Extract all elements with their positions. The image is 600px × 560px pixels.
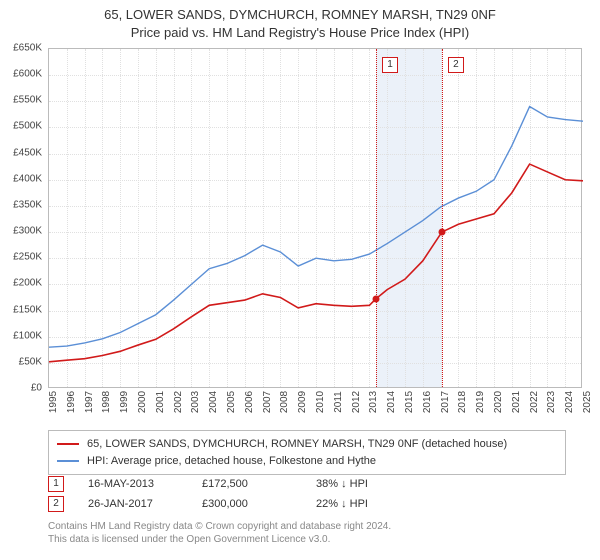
title-line-1: 65, LOWER SANDS, DYMCHURCH, ROMNEY MARSH… <box>0 6 600 24</box>
y-tick-label: £350K <box>0 199 42 210</box>
legend-swatch <box>57 460 79 462</box>
legend-row: HPI: Average price, detached house, Folk… <box>57 453 557 470</box>
y-tick-label: £300K <box>0 226 42 237</box>
chart-container: 65, LOWER SANDS, DYMCHURCH, ROMNEY MARSH… <box>0 0 600 560</box>
x-tick-label: 2017 <box>440 391 451 413</box>
x-tick-label: 2002 <box>173 391 184 413</box>
x-tick-label: 2021 <box>511 391 522 413</box>
x-tick-label: 1999 <box>119 391 130 413</box>
event-line <box>442 49 443 387</box>
legend-swatch <box>57 443 79 445</box>
footer-line-1: Contains HM Land Registry data © Crown c… <box>48 520 391 533</box>
x-tick-label: 1996 <box>66 391 77 413</box>
event-marker: 1 <box>382 57 398 73</box>
event-badge: 1 <box>48 476 64 492</box>
x-tick-label: 2023 <box>546 391 557 413</box>
plot-region: 12 <box>48 48 582 388</box>
y-tick-label: £200K <box>0 278 42 289</box>
x-tick-label: 2014 <box>386 391 397 413</box>
event-date: 16-MAY-2013 <box>88 478 178 490</box>
title-line-2: Price paid vs. HM Land Registry's House … <box>0 24 600 42</box>
x-tick-label: 2007 <box>262 391 273 413</box>
y-tick-label: £550K <box>0 95 42 106</box>
x-tick-label: 2025 <box>582 391 593 413</box>
event-dot <box>372 295 379 302</box>
x-tick-label: 2006 <box>244 391 255 413</box>
events-table: 1 16-MAY-2013 £172,500 38% ↓ HPI 2 26-JA… <box>48 474 406 514</box>
footer: Contains HM Land Registry data © Crown c… <box>48 520 391 546</box>
y-tick-label: £400K <box>0 173 42 184</box>
y-tick-label: £250K <box>0 252 42 263</box>
y-tick-label: £450K <box>0 147 42 158</box>
x-tick-label: 2000 <box>137 391 148 413</box>
y-tick-label: £600K <box>0 69 42 80</box>
x-tick-label: 2018 <box>457 391 468 413</box>
series-property <box>49 164 583 362</box>
footer-line-2: This data is licensed under the Open Gov… <box>48 533 391 546</box>
x-tick-label: 2004 <box>208 391 219 413</box>
legend: 65, LOWER SANDS, DYMCHURCH, ROMNEY MARSH… <box>48 430 566 475</box>
x-tick-label: 2008 <box>279 391 290 413</box>
x-tick-label: 2010 <box>315 391 326 413</box>
series-svg <box>49 49 583 389</box>
x-tick-label: 2024 <box>564 391 575 413</box>
title-block: 65, LOWER SANDS, DYMCHURCH, ROMNEY MARSH… <box>0 0 600 41</box>
x-tick-label: 2022 <box>529 391 540 413</box>
event-dot <box>438 229 445 236</box>
y-tick-label: £150K <box>0 304 42 315</box>
table-row: 1 16-MAY-2013 £172,500 38% ↓ HPI <box>48 474 406 494</box>
x-tick-label: 1997 <box>84 391 95 413</box>
x-tick-label: 2011 <box>333 391 344 413</box>
x-tick-label: 1995 <box>48 391 59 413</box>
table-row: 2 26-JAN-2017 £300,000 22% ↓ HPI <box>48 494 406 514</box>
y-tick-label: £500K <box>0 121 42 132</box>
y-tick-label: £100K <box>0 330 42 341</box>
x-tick-label: 2020 <box>493 391 504 413</box>
x-tick-label: 2019 <box>475 391 486 413</box>
y-tick-label: £50K <box>0 356 42 367</box>
chart-area: 12 £0£50K£100K£150K£200K£250K£300K£350K£… <box>48 48 582 388</box>
x-tick-label: 1998 <box>101 391 112 413</box>
x-tick-label: 2016 <box>422 391 433 413</box>
legend-text: HPI: Average price, detached house, Folk… <box>87 453 376 470</box>
event-badge: 2 <box>48 496 64 512</box>
legend-row: 65, LOWER SANDS, DYMCHURCH, ROMNEY MARSH… <box>57 436 557 453</box>
event-delta: 38% ↓ HPI <box>316 478 406 490</box>
x-tick-label: 2013 <box>368 391 379 413</box>
event-line <box>376 49 377 387</box>
x-tick-label: 2001 <box>155 391 166 413</box>
event-marker: 2 <box>448 57 464 73</box>
x-tick-label: 2005 <box>226 391 237 413</box>
event-price: £300,000 <box>202 498 292 510</box>
y-tick-label: £0 <box>0 383 42 394</box>
event-price: £172,500 <box>202 478 292 490</box>
y-tick-label: £650K <box>0 43 42 54</box>
event-date: 26-JAN-2017 <box>88 498 178 510</box>
event-delta: 22% ↓ HPI <box>316 498 406 510</box>
x-tick-label: 2012 <box>351 391 362 413</box>
x-tick-label: 2015 <box>404 391 415 413</box>
legend-text: 65, LOWER SANDS, DYMCHURCH, ROMNEY MARSH… <box>87 436 507 453</box>
series-hpi <box>49 107 583 348</box>
x-tick-label: 2003 <box>190 391 201 413</box>
x-tick-label: 2009 <box>297 391 308 413</box>
